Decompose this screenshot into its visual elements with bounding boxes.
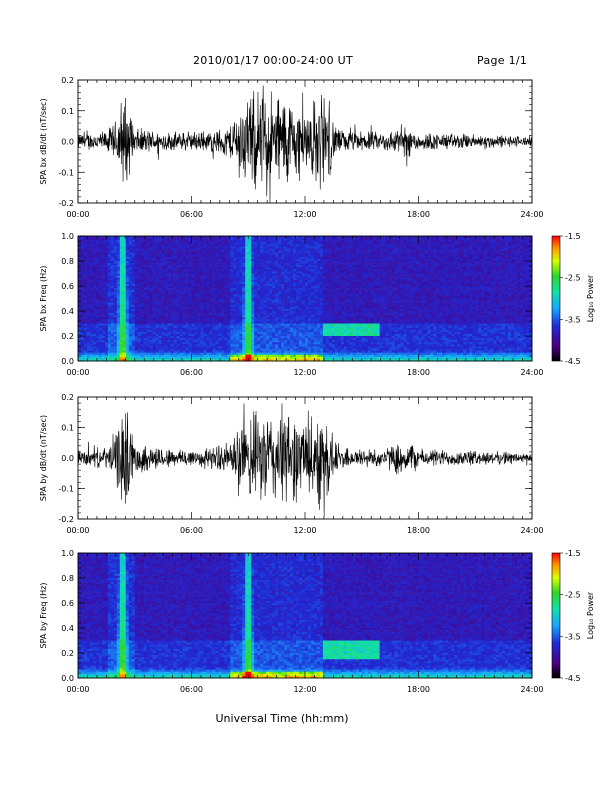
y-tick-label: -0.1 (58, 168, 74, 177)
series-line (78, 403, 532, 517)
x-tick-label: 24:00 (520, 210, 543, 219)
y-tick-label: 0.8 (61, 574, 74, 583)
colorbar-title: Log₁₀ Power (586, 591, 595, 639)
x-tick-label: 12:00 (293, 210, 316, 219)
x-tick-label: 06:00 (180, 526, 203, 535)
y-tick-label: 0.2 (61, 649, 74, 658)
spectrogram-by_spec (78, 553, 533, 679)
plot-frame (77, 396, 533, 520)
plot-frame (77, 552, 533, 679)
y-tick-label: -0.1 (58, 485, 74, 494)
y-tick-label: 0.6 (61, 599, 74, 608)
colorbar-tick-label: -3.5 (565, 315, 581, 324)
y-tick-label: 0.4 (61, 307, 74, 316)
y-tick-label: 0.0 (61, 454, 74, 463)
x-tick-label: 12:00 (293, 526, 316, 535)
y-tick-label: 0.0 (61, 357, 74, 366)
x-tick-label: 06:00 (180, 210, 203, 219)
y-axis-title: SPA bx dB/dt (nT/sec) (39, 98, 48, 184)
page-number: Page 1/1 (477, 54, 528, 67)
y-tick-label: 0.8 (61, 257, 74, 266)
y-tick-label: 0.2 (61, 332, 74, 341)
y-axis-title: SPA by dB/dt (nT/sec) (39, 415, 48, 501)
colorbar-tick-label: -4.5 (565, 674, 581, 683)
x-tick-label: 24:00 (520, 368, 543, 377)
y-tick-label: 0.1 (61, 424, 74, 433)
colorbar-tick-label: -2.5 (565, 591, 581, 600)
colorbar-tick-label: -1.5 (565, 232, 581, 241)
y-tick-label: 1.0 (61, 549, 74, 558)
colorbar (551, 552, 561, 679)
x-axis-title: Universal Time (hh:mm) (216, 712, 349, 725)
y-tick-label: -0.2 (58, 199, 74, 208)
x-tick-label: 12:00 (293, 368, 316, 377)
y-tick-label: 1.0 (61, 232, 74, 241)
colorbar-tick-label: -2.5 (565, 274, 581, 283)
x-tick-label: 06:00 (180, 685, 203, 694)
colorbar-title: Log₁₀ Power (586, 274, 595, 322)
time-series-bx_ts (78, 85, 532, 203)
y-tick-label: 0.2 (61, 393, 74, 402)
y-tick-label: 0.2 (61, 76, 74, 85)
x-tick-label: 06:00 (180, 368, 203, 377)
x-tick-label: 18:00 (407, 526, 430, 535)
x-tick-label: 18:00 (407, 210, 430, 219)
y-tick-label: 0.4 (61, 624, 74, 633)
x-tick-label: 24:00 (520, 685, 543, 694)
x-tick-label: 24:00 (520, 526, 543, 535)
y-tick-label: 0.0 (61, 674, 74, 683)
colorbar (551, 235, 561, 362)
y-tick-label: 0.1 (61, 107, 74, 116)
colorbar-tick-label: -3.5 (565, 632, 581, 641)
y-tick-label: 0.0 (61, 138, 74, 147)
spectrogram-bx_spec (78, 236, 533, 362)
x-tick-label: 12:00 (293, 685, 316, 694)
colorbar-tick-label: -1.5 (565, 549, 581, 558)
series-line (78, 85, 532, 203)
x-tick-label: 18:00 (407, 685, 430, 694)
x-tick-label: 18:00 (407, 368, 430, 377)
page-title: 2010/01/17 00:00-24:00 UT (193, 54, 354, 67)
y-tick-label: 0.6 (61, 282, 74, 291)
y-axis-title: SPA bx Freq (Hz) (39, 266, 48, 332)
y-axis-title: SPA by Freq (Hz) (39, 583, 48, 649)
colorbar-tick-label: -4.5 (565, 357, 581, 366)
time-series-by_ts (78, 403, 532, 517)
x-tick-label: 00:00 (66, 526, 89, 535)
x-tick-label: 00:00 (66, 685, 89, 694)
plot-frame (77, 235, 533, 362)
x-tick-label: 00:00 (66, 210, 89, 219)
plot-frame (77, 79, 533, 204)
y-tick-label: -0.2 (58, 515, 74, 524)
x-tick-label: 00:00 (66, 368, 89, 377)
